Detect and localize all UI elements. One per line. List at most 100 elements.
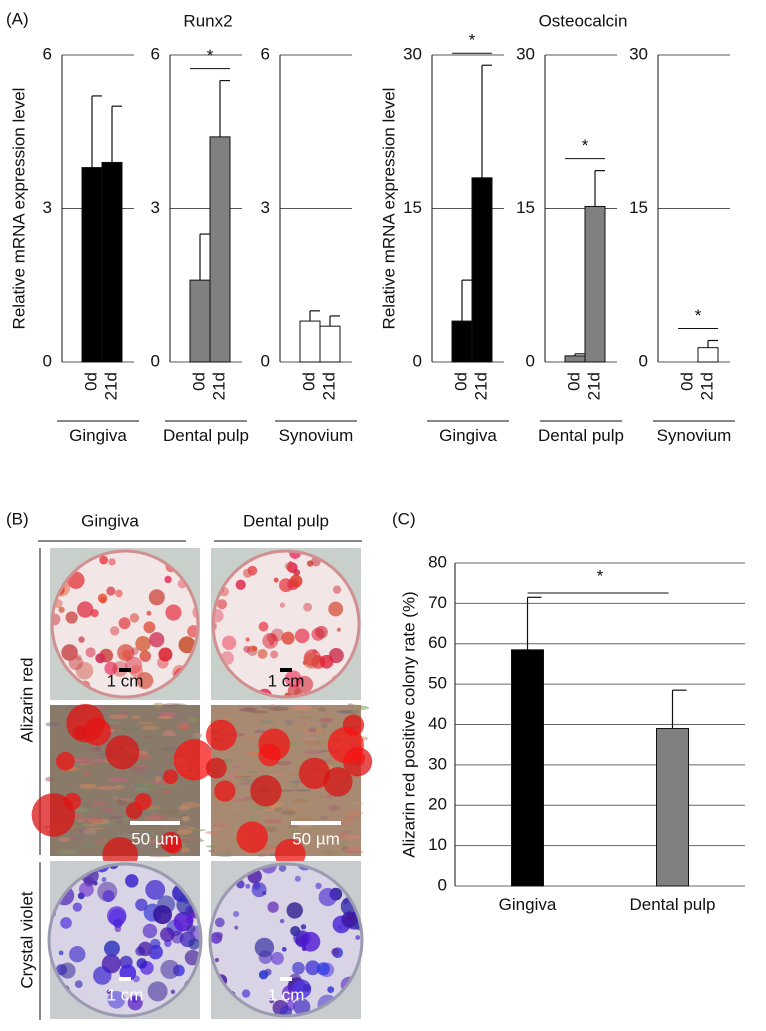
group-label: Synovium <box>278 426 354 445</box>
mineral-nodule <box>160 831 182 853</box>
colony <box>69 946 86 963</box>
colony <box>165 604 182 621</box>
texture <box>172 703 187 708</box>
texture <box>275 761 293 766</box>
texture <box>91 800 108 806</box>
colony <box>303 602 313 612</box>
texture <box>67 836 86 840</box>
colony <box>327 986 335 994</box>
y-tick-label: 10 <box>428 835 447 854</box>
texture <box>45 722 61 727</box>
colony <box>170 989 176 994</box>
texture <box>90 758 107 763</box>
x-tick-label: 0d <box>81 372 100 391</box>
texture <box>58 837 71 843</box>
y-tick-label: 0 <box>639 351 648 370</box>
y-tick-label: 3 <box>261 198 270 217</box>
y-tick-label: 30 <box>428 754 447 773</box>
texture <box>237 782 256 785</box>
colony <box>331 948 340 956</box>
bar <box>656 728 689 887</box>
mineral-nodule <box>214 780 236 802</box>
texture <box>190 828 207 832</box>
texture <box>80 824 103 827</box>
scale-label: 1 cm <box>107 671 144 690</box>
colony <box>319 654 334 669</box>
texture <box>316 794 325 798</box>
dish-rim <box>50 549 200 699</box>
texture <box>179 825 191 831</box>
texture <box>112 795 119 800</box>
texture <box>286 825 299 829</box>
group-label-box: Gingiva <box>69 426 127 445</box>
colony <box>216 599 228 610</box>
texture <box>72 817 89 821</box>
x-tick-label: 21d <box>101 372 120 400</box>
texture <box>83 770 91 776</box>
texture <box>181 725 191 730</box>
colony <box>72 902 83 912</box>
x-tick-label: 0d <box>677 372 696 391</box>
texture <box>109 714 128 719</box>
texture <box>113 784 125 790</box>
texture <box>304 827 323 832</box>
texture <box>244 736 256 741</box>
x-tick-label: Gingiva <box>498 895 557 914</box>
texture <box>284 720 300 724</box>
texture <box>317 707 327 712</box>
texture <box>265 773 286 777</box>
texture <box>281 810 297 815</box>
texture <box>232 775 252 779</box>
x-tick-label: 0d <box>451 372 470 391</box>
colony <box>269 998 275 1004</box>
texture <box>119 798 134 801</box>
mineral-nodule <box>73 726 88 740</box>
colony <box>257 648 268 659</box>
texture <box>159 825 168 829</box>
colony <box>149 938 161 950</box>
texture <box>154 776 162 782</box>
colony <box>65 611 78 624</box>
group-label-box: Gingiva <box>439 426 497 445</box>
colony <box>247 565 258 576</box>
colony <box>77 601 94 618</box>
texture <box>132 768 146 775</box>
y-tick-label: 50 <box>428 674 447 693</box>
y-tick-label: 0 <box>151 351 160 370</box>
bar <box>584 205 606 363</box>
x-tick-label: 0d <box>189 372 208 391</box>
mineral-nodule <box>205 719 237 751</box>
y-tick-label: 15 <box>629 198 648 217</box>
texture <box>320 815 329 820</box>
texture <box>127 831 150 834</box>
texture <box>94 746 102 752</box>
texture <box>163 730 175 734</box>
mineral-nodule <box>236 821 268 853</box>
texture <box>319 749 332 752</box>
group-label: Gingiva <box>69 426 127 445</box>
colony <box>302 984 311 992</box>
colony <box>234 925 239 930</box>
colony <box>241 989 251 998</box>
texture <box>79 783 98 789</box>
colony <box>139 650 152 662</box>
scale-label: 50 µm <box>292 829 340 848</box>
colony <box>135 946 146 957</box>
colony <box>245 637 250 642</box>
texture <box>273 809 288 812</box>
texture <box>146 814 166 820</box>
bar <box>451 320 473 363</box>
texture <box>321 723 328 729</box>
y-tick-label: 15 <box>403 198 422 217</box>
texture <box>178 805 191 811</box>
colony <box>281 946 287 952</box>
texture <box>321 849 343 856</box>
texture <box>143 735 153 739</box>
texture <box>260 705 279 709</box>
texture <box>158 711 176 718</box>
colony <box>293 998 311 1016</box>
y-tick-label: 0 <box>413 351 422 370</box>
texture <box>290 783 300 788</box>
texture <box>82 828 97 835</box>
texture <box>227 807 246 813</box>
